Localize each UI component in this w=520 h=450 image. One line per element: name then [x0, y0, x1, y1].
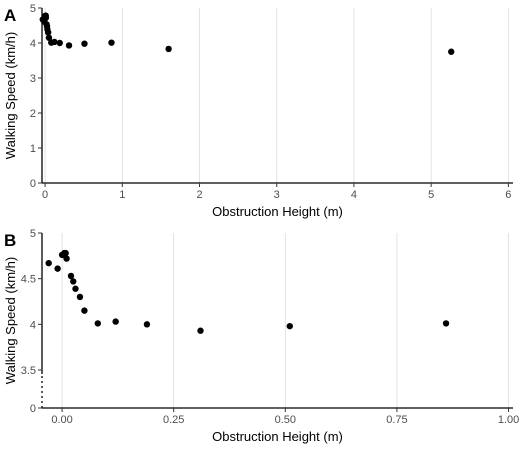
x-tick-label: 3: [274, 189, 280, 201]
data-point: [76, 293, 84, 301]
y-axis-title: Walking Speed (km/h): [3, 257, 18, 384]
data-point: [165, 45, 172, 53]
x-axis-title: Obstruction Height (m): [212, 429, 343, 444]
data-point: [65, 42, 73, 49]
y-tick-label: 0: [30, 403, 36, 415]
x-tick-label: 0.25: [163, 414, 184, 426]
data-point: [448, 48, 455, 55]
x-tick-label: 0.50: [275, 414, 296, 426]
x-tick-label: 0.00: [51, 414, 72, 426]
data-point: [67, 272, 75, 280]
data-point: [56, 39, 63, 47]
y-tick-label: 4.5: [21, 274, 36, 286]
x-tick-label: 0: [42, 189, 48, 201]
x-tick-label: 6: [505, 189, 511, 201]
data-point: [442, 320, 450, 327]
y-tick-label: 4: [30, 38, 36, 50]
data-point: [42, 14, 50, 21]
y-tick-label: 3: [30, 73, 36, 85]
y-tick-label: 3.5: [21, 365, 36, 377]
data-point: [286, 322, 293, 330]
panel-b: 0.00 0.25 0.50 0.75 1.00 0 3.5 4 4.5 5 Obstruction…: [3, 228, 519, 444]
data-point: [143, 321, 151, 328]
y-axis-title: Walking Speed (km/h): [3, 32, 18, 159]
data-point: [44, 29, 52, 36]
data-point: [45, 259, 52, 267]
x-tick-label: 5: [428, 189, 434, 201]
data-point: [62, 249, 69, 257]
y-tick-label: 5: [30, 228, 36, 240]
panel-a: 0 1 2 3 4 5 6 0 1 2 3 4 5 Obstruction Height (m) Walki…: [3, 3, 513, 219]
data-point: [81, 40, 88, 47]
data-point: [63, 255, 70, 262]
y-tick-label: 2: [30, 108, 36, 120]
x-tick-label: 1: [119, 189, 125, 201]
panel-label: A: [4, 6, 16, 25]
x-tick-label: 0.75: [386, 414, 407, 426]
panel-label: B: [4, 231, 16, 250]
x-tick-label: 2: [196, 189, 202, 201]
y-tick-label: 1: [30, 143, 36, 155]
x-tick-label: 4: [351, 189, 357, 201]
data-point: [51, 38, 58, 46]
y-tick-label: 4: [30, 319, 36, 331]
data-point: [197, 327, 204, 334]
data-point: [45, 34, 53, 41]
y-tick-label: 5: [30, 3, 36, 15]
x-axis-title: Obstruction Height (m): [212, 204, 343, 219]
data-point: [81, 307, 88, 314]
x-tick-label: 1.00: [498, 414, 519, 426]
data-point: [54, 265, 61, 272]
data-point: [70, 278, 77, 285]
data-point: [108, 39, 115, 46]
y-tick-label: 0: [30, 178, 36, 190]
data-point: [94, 320, 102, 327]
data-point: [112, 318, 119, 325]
data-point: [72, 285, 79, 292]
